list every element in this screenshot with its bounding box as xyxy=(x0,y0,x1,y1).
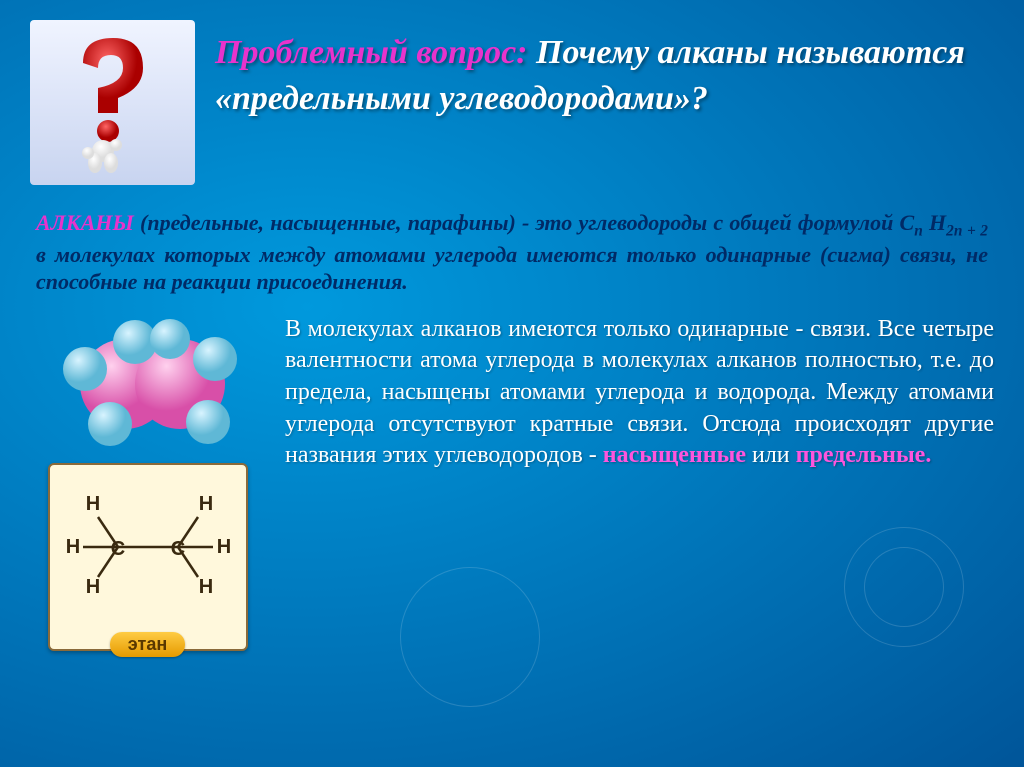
svg-text:H: H xyxy=(65,536,79,558)
slide-title: Проблемный вопрос: Почему алканы называю… xyxy=(215,20,994,122)
molecule-3d-image xyxy=(40,314,255,449)
term-alkany: АЛКАНЫ xyxy=(36,210,134,235)
ethane-structure: C C H H H H H H xyxy=(58,475,238,615)
molecule-label: этан xyxy=(110,632,185,657)
question-mark-image xyxy=(30,20,195,185)
svg-text:H: H xyxy=(198,493,212,515)
highlight-saturated: насыщенные xyxy=(603,442,746,468)
svg-text:C: C xyxy=(110,538,124,560)
svg-text:H: H xyxy=(85,576,99,598)
svg-text:C: C xyxy=(170,538,184,560)
svg-text:H: H xyxy=(198,576,212,598)
slide: Проблемный вопрос: Почему алканы называю… xyxy=(0,0,1024,767)
molecule-2d-panel: C C H H H H H H этан xyxy=(48,463,248,651)
left-column: C C H H H H H H этан xyxy=(30,314,265,651)
svg-text:H: H xyxy=(85,493,99,515)
header-row: Проблемный вопрос: Почему алканы называю… xyxy=(30,20,994,185)
title-lead: Проблемный вопрос: xyxy=(215,34,536,71)
svg-text:H: H xyxy=(216,536,230,558)
highlight-limiting: предельные. xyxy=(796,442,932,468)
body-paragraph: В молекулах алканов имеются только одина… xyxy=(285,314,994,472)
body-row: C C H H H H H H этан В молекулах алканов… xyxy=(30,314,994,651)
definition-text: АЛКАНЫ (предельные, насыщенные, парафины… xyxy=(30,209,994,296)
